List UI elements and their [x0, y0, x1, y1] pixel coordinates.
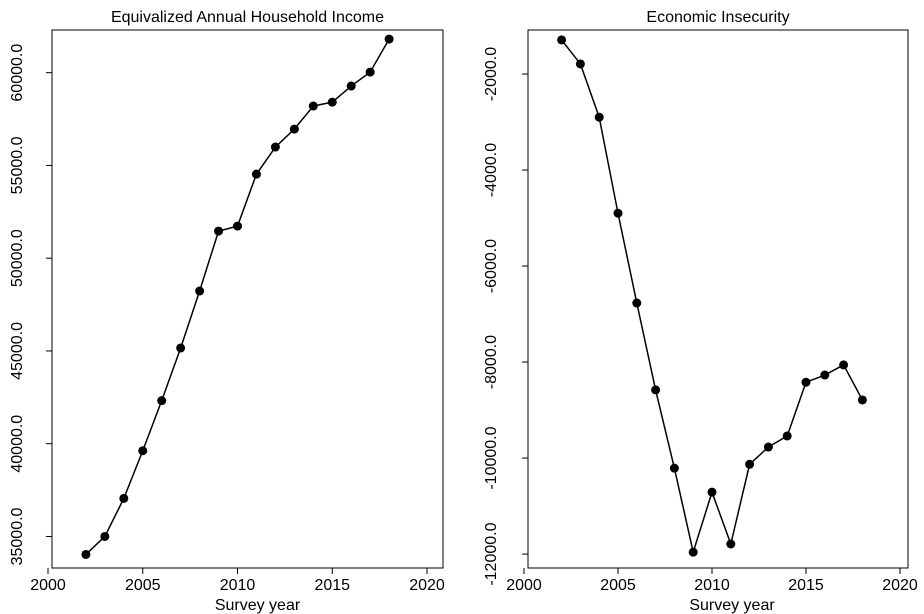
data-point [651, 385, 661, 395]
x-tick-label: 2010 [694, 577, 730, 594]
data-line [85, 38, 390, 556]
y-tick-label: -10000.0 [483, 426, 500, 489]
data-point [119, 493, 129, 503]
chart-title: Equivalized Annual Household Income [111, 9, 384, 26]
x-axis-label: Survey year [215, 597, 301, 614]
x-axis-label: Survey year [689, 597, 775, 614]
x-tick-label: 2005 [125, 577, 161, 594]
x-tick-label: 2015 [788, 577, 824, 594]
x-tick-label: 2005 [600, 577, 636, 594]
x-tick-label: 2010 [220, 577, 256, 594]
data-point [138, 446, 148, 456]
data-point [782, 431, 792, 441]
data-point [763, 442, 773, 452]
x-tick-label: 2020 [409, 577, 445, 594]
data-point [157, 396, 167, 406]
data-point [233, 221, 242, 231]
y-tick-label: 45000.0 [9, 322, 26, 380]
data-point [745, 459, 755, 469]
data-point [214, 226, 224, 236]
plot-frame [51, 29, 444, 569]
x-tick-label: 2000 [506, 577, 542, 594]
y-tick-label: -6000.0 [483, 239, 500, 293]
y-tick-label: -4000.0 [483, 143, 500, 197]
data-point [308, 101, 318, 111]
plot-frame [527, 29, 909, 569]
chart-title: Economic Insecurity [646, 9, 789, 26]
data-point [857, 395, 867, 405]
data-point [613, 208, 623, 218]
data-point [251, 169, 261, 179]
data-point [632, 298, 642, 308]
data-point [669, 463, 679, 473]
y-tick-label: -8000.0 [483, 335, 500, 389]
data-point [594, 112, 604, 122]
data-point [365, 67, 375, 77]
x-tick-label: 2000 [30, 577, 66, 594]
data-point [820, 370, 830, 380]
y-tick-label: -2000.0 [483, 47, 500, 101]
y-tick-label: 60000.0 [9, 44, 26, 102]
data-point [801, 377, 811, 387]
data-point [726, 539, 736, 549]
x-tick-label: 2020 [882, 577, 918, 594]
y-tick-label: 50000.0 [9, 229, 26, 287]
y-tick-label: 55000.0 [9, 136, 26, 194]
data-point [384, 34, 394, 44]
y-tick-label: 40000.0 [9, 415, 26, 473]
data-line [561, 39, 864, 556]
data-point [346, 81, 356, 91]
data-point [270, 142, 280, 152]
data-point [557, 35, 567, 45]
data-point [839, 360, 849, 370]
data-point [575, 59, 585, 69]
data-point [327, 97, 337, 107]
data-point [688, 547, 698, 557]
data-point [195, 286, 205, 296]
x-tick-label: 2015 [314, 577, 350, 594]
data-point [100, 531, 110, 541]
data-point [707, 487, 717, 497]
data-point [81, 549, 91, 559]
y-tick-label: 35000.0 [9, 507, 26, 565]
data-point [176, 343, 186, 353]
y-tick-label: -12000.0 [483, 522, 500, 585]
data-point [289, 124, 299, 134]
